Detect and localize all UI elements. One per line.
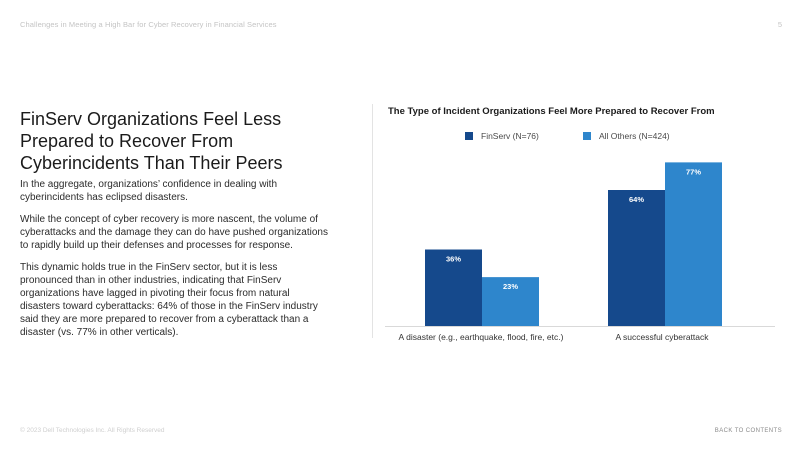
- x-tick-label-cyberattack: A successful cyberattack: [615, 332, 709, 342]
- body-text: In the aggregate, organizations’ confide…: [20, 178, 330, 348]
- header-subtitle: Challenges in Meeting a High Bar for Cyb…: [20, 20, 277, 29]
- legend-label-finserv: FinServ (N=76): [481, 131, 539, 141]
- legend-swatch-finserv: [465, 132, 473, 140]
- divider: [372, 104, 373, 338]
- data-label-all-others-n-424-0: 23%: [503, 282, 518, 291]
- data-label-finserv-n-76-1: 64%: [629, 195, 644, 204]
- paragraph: While the concept of cyber recovery is m…: [20, 214, 328, 251]
- bar-all-others-n-424-1: [665, 162, 722, 326]
- bar-finserv-n-76-1: [608, 190, 665, 326]
- legend-swatch-all-others: [583, 132, 591, 140]
- legend-label-all-others: All Others (N=424): [599, 131, 670, 141]
- bar-chart: 36% 23% 64% 77%: [385, 162, 775, 327]
- bar-all-others-n-424-0: [482, 277, 539, 326]
- data-label-all-others-n-424-1: 77%: [686, 167, 701, 176]
- data-label-finserv-n-76-0: 36%: [446, 255, 461, 264]
- paragraph: This dynamic holds true in the FinServ s…: [20, 262, 318, 338]
- paragraph: In the aggregate, organizations’ confide…: [20, 179, 278, 203]
- chart-title: The Type of Incident Organizations Feel …: [388, 106, 715, 117]
- back-to-contents-link[interactable]: BACK TO CONTENTS: [714, 428, 782, 434]
- legend-item-all-others: All Others (N=424): [583, 131, 670, 141]
- footer-copyright: © 2023 Dell Technologies Inc. All Rights…: [20, 427, 165, 434]
- page-title: FinServ Organizations Feel Less Prepared…: [20, 109, 283, 173]
- bar-finserv-n-76-0: [425, 249, 482, 326]
- x-tick-label-disaster: A disaster (e.g., earthquake, flood, fir…: [398, 332, 564, 342]
- page-number: 5: [777, 20, 782, 29]
- chart-legend: FinServ (N=76) All Others (N=424): [465, 131, 795, 143]
- legend-item-finserv: FinServ (N=76): [465, 131, 539, 141]
